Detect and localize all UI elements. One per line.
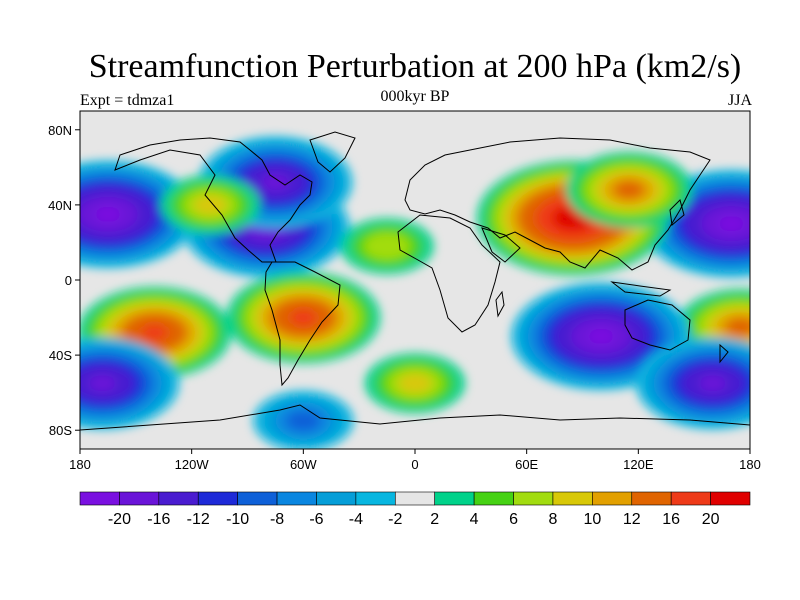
colorbar-swatch bbox=[552, 491, 593, 506]
australia-coast bbox=[624, 299, 691, 351]
anomaly-south-pacific-sub-polar-low bbox=[636, 337, 750, 429]
colorbar-label: -12 bbox=[187, 511, 210, 528]
eurasia-coast bbox=[404, 137, 711, 271]
colorbar-swatch bbox=[276, 491, 317, 506]
x-tick-label: 120E bbox=[623, 457, 654, 472]
anomaly-southern-ocean-high bbox=[364, 353, 466, 414]
chart-title: Streamfunction Perturbation at 200 hPa (… bbox=[88, 48, 742, 85]
anomaly-tropical-atlantic-high bbox=[340, 218, 434, 275]
x-tick-label: 120W bbox=[175, 457, 210, 472]
x-tick-label: 60W bbox=[290, 457, 317, 472]
experiment-label: Expt = tdmza1 bbox=[80, 92, 175, 109]
colorbar-label: -2 bbox=[388, 511, 402, 528]
anomaly-mongolia-high bbox=[565, 151, 693, 228]
colorbar-label: 2 bbox=[430, 511, 439, 528]
x-tick-label: 180 bbox=[739, 457, 761, 472]
contour-level bbox=[363, 232, 411, 261]
colorbar-label: 16 bbox=[662, 511, 680, 528]
colorbar-swatch bbox=[631, 491, 672, 506]
colorbar-label: 10 bbox=[583, 511, 601, 528]
colorbar-label: -10 bbox=[226, 511, 249, 528]
contour-level bbox=[88, 375, 116, 392]
colorbar-swatch bbox=[710, 491, 751, 506]
contour-level bbox=[286, 410, 321, 431]
colorbar: -20 -16 -12 -10 -8 -6 -4 -2 2 4 6 8 10 12 16 20 bbox=[79, 491, 751, 528]
colorbar-swatch bbox=[670, 491, 711, 506]
anomaly-north-pacific-low bbox=[80, 160, 198, 268]
colorbar-label: 12 bbox=[623, 511, 641, 528]
colorbar-swatch bbox=[237, 491, 278, 506]
south-america-coast bbox=[264, 261, 341, 387]
colorbar-label: -4 bbox=[349, 511, 363, 528]
colorbar-swatch bbox=[434, 491, 475, 506]
period-label: 000kyr BP bbox=[380, 88, 450, 105]
x-tick-label: 60E bbox=[515, 457, 538, 472]
contour-level bbox=[140, 324, 168, 341]
contour-level bbox=[193, 194, 227, 215]
season-label: JJA bbox=[727, 92, 752, 109]
colorbar-swatch bbox=[79, 491, 120, 506]
japan-coast bbox=[669, 199, 685, 226]
new-zealand-coast bbox=[719, 343, 729, 364]
colorbar-label: 20 bbox=[702, 511, 720, 528]
indonesia-coast bbox=[610, 281, 672, 297]
colorbar-swatch bbox=[197, 491, 238, 506]
arabia-coast bbox=[481, 227, 521, 263]
africa-coast bbox=[397, 214, 501, 333]
coastlines bbox=[80, 131, 750, 431]
antarctica-coast bbox=[80, 404, 750, 431]
colorbar-label: 8 bbox=[548, 511, 557, 528]
contour-level bbox=[261, 174, 289, 191]
colorbar-label: 6 bbox=[509, 511, 518, 528]
colorbar-label: -8 bbox=[270, 511, 284, 528]
contour-level bbox=[699, 375, 727, 392]
contour-level bbox=[614, 181, 644, 199]
madagascar-coast bbox=[495, 290, 505, 318]
north-america-coast bbox=[114, 137, 313, 263]
contour-level bbox=[588, 328, 614, 344]
anomaly-great-plains-high bbox=[160, 175, 261, 235]
colorbar-swatch bbox=[158, 491, 199, 506]
colorbar-label: 4 bbox=[470, 511, 479, 528]
anomaly-antarctic-low bbox=[253, 390, 354, 449]
contour-level bbox=[726, 318, 750, 336]
anomaly-southwest-pacific-low bbox=[80, 337, 179, 429]
contour-level bbox=[398, 373, 432, 394]
colorbar-swatch bbox=[119, 491, 160, 506]
y-tick-label: 40N bbox=[48, 198, 72, 213]
y-tick-label: 80N bbox=[48, 123, 72, 138]
colorbar-swatch bbox=[394, 491, 436, 506]
colorbar-swatch bbox=[355, 491, 396, 506]
colorbar-swatch bbox=[513, 491, 554, 506]
greenland-coast bbox=[309, 131, 356, 173]
colorbar-label: -20 bbox=[108, 511, 131, 528]
y-tick-label: 80S bbox=[49, 423, 72, 438]
colorbar-label: -16 bbox=[147, 511, 170, 528]
x-tick-label: 0 bbox=[411, 457, 418, 472]
anomaly-indian-ocean-low bbox=[511, 282, 691, 390]
colorbar-label: -6 bbox=[309, 511, 323, 528]
anomaly-south-atlantic-high bbox=[226, 271, 381, 364]
contour-level bbox=[95, 206, 121, 222]
x-tick-label: 180 bbox=[69, 457, 91, 472]
y-tick-label: 0 bbox=[65, 273, 72, 288]
colorbar-swatch bbox=[316, 491, 357, 506]
axis-ticks: 180 120W 60W 0 60E 120E 180 80N 40N 0 40S 80S bbox=[48, 123, 761, 472]
colorbar-swatch bbox=[592, 491, 633, 506]
y-tick-label: 40S bbox=[49, 348, 72, 363]
colorbar-swatch bbox=[473, 491, 514, 506]
contour-level bbox=[289, 309, 317, 326]
contour-level bbox=[718, 216, 745, 232]
streamfunction-field bbox=[80, 136, 750, 449]
